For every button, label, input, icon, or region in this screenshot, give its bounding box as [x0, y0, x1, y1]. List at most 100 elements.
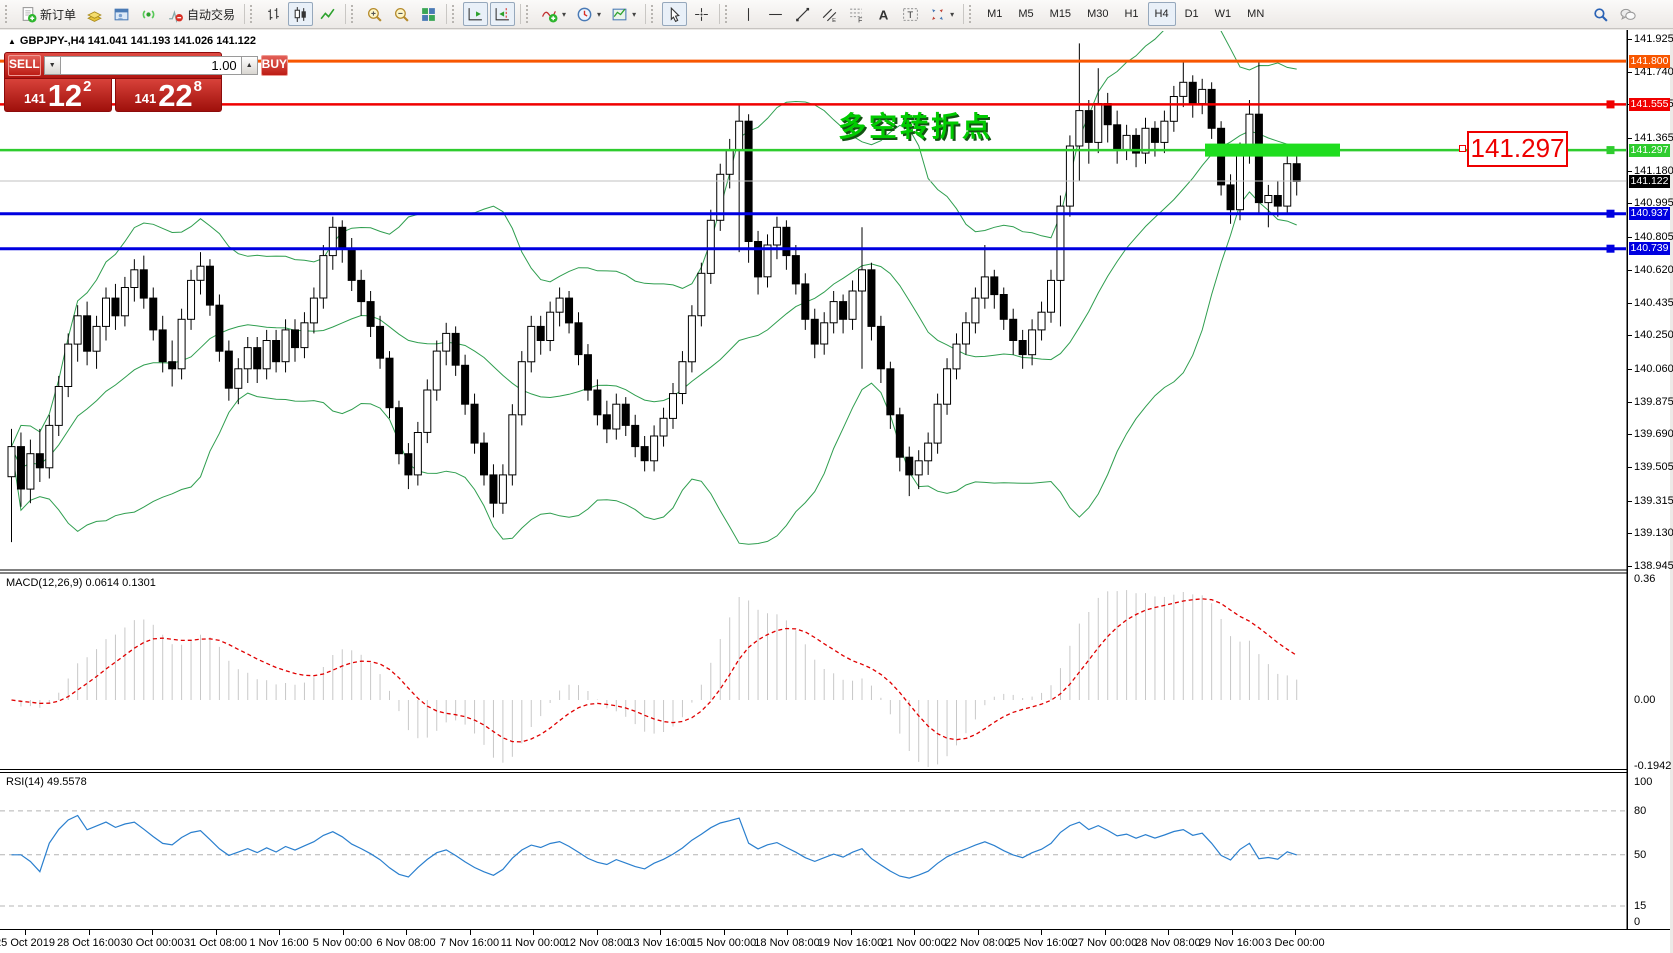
tile-windows-button[interactable] [416, 2, 441, 26]
candle-bear [1084, 110, 1093, 143]
zoom-in-button[interactable] [362, 2, 387, 26]
candle-bear [876, 325, 885, 370]
chart-text-annotation[interactable]: 多空转折点 [838, 111, 994, 142]
time-tick-mark [596, 930, 598, 935]
volume-input[interactable] [60, 56, 241, 75]
candle-bear [16, 446, 25, 490]
tf-h1-button[interactable]: H1 [1117, 2, 1145, 26]
tf-d1-button[interactable]: D1 [1178, 2, 1206, 26]
candle-bull [1028, 329, 1037, 356]
level-line-handle[interactable] [1606, 244, 1615, 253]
indicators-button[interactable]: ▾ [537, 2, 570, 26]
price-tick-mark [1628, 434, 1632, 435]
level-line-handle[interactable] [1606, 209, 1615, 218]
candle-bull [1179, 81, 1188, 97]
candle-bear [1150, 127, 1159, 143]
toolbar-separator [345, 4, 347, 24]
candle-bear [1226, 184, 1235, 211]
search-button[interactable] [1588, 2, 1613, 26]
vertical-line-button[interactable] [736, 2, 761, 26]
trendline-button[interactable] [790, 2, 815, 26]
buy-price-prefix: 141 [134, 91, 157, 106]
chart-profiles-button[interactable] [82, 2, 107, 26]
buy-price[interactable]: 141 22 8 [114, 78, 222, 112]
templates-button[interactable]: ▾ [607, 2, 640, 26]
candle-bull [1169, 96, 1178, 122]
price-callout-label[interactable]: 141.297 [1459, 131, 1568, 167]
horizontal-line-button[interactable] [763, 2, 788, 26]
time-tick-label: 28 Oct 16:00 [57, 937, 120, 949]
signals-button[interactable] [136, 2, 161, 26]
candle-bear [404, 453, 413, 476]
tf-h1-button-label: H1 [1124, 8, 1139, 20]
chat-button[interactable] [1615, 2, 1640, 26]
bar-chart-button[interactable] [261, 2, 286, 26]
candle-bull [234, 368, 243, 389]
tf-d1-button-label: D1 [1184, 8, 1199, 20]
tf-m1-button[interactable]: M1 [980, 2, 1009, 26]
market-watch-icon [113, 6, 130, 23]
candle-bull [848, 290, 857, 320]
price-tick-mark [1628, 335, 1632, 336]
candle-bull [687, 315, 696, 363]
svg-text:A: A [879, 7, 889, 22]
candle-bull [924, 442, 933, 462]
support-zone-highlight[interactable] [1205, 143, 1340, 157]
candle-bear [867, 269, 876, 327]
tf-m5-button[interactable]: M5 [1011, 2, 1040, 26]
autotrading-button[interactable]: 自动交易 [163, 2, 239, 26]
candle-bull [1264, 195, 1273, 204]
volume-increase-button[interactable]: ▲ [240, 56, 258, 75]
tf-m30-button[interactable]: M30 [1080, 2, 1115, 26]
arrows-button[interactable]: ▾ [925, 2, 958, 26]
price-tick-mark [1628, 369, 1632, 370]
sell-price[interactable]: 141 12 2 [4, 78, 112, 112]
cursor-button[interactable] [662, 2, 688, 26]
candle-bear [139, 269, 148, 299]
periods-button[interactable]: ▾ [572, 2, 605, 26]
svg-text:E: E [832, 17, 836, 22]
market-watch-button[interactable] [109, 2, 134, 26]
toolbar-grip [5, 5, 11, 23]
chart-shift-button[interactable] [490, 2, 516, 26]
buy-button[interactable]: BUY [260, 55, 289, 76]
candle-bear [1103, 103, 1112, 126]
candlestick-chart-button[interactable] [288, 2, 314, 26]
text-button[interactable]: A [871, 2, 896, 26]
toolbar-grip [725, 5, 731, 23]
price-tick-label: 140.060 [1634, 363, 1673, 375]
tf-m15-button[interactable]: M15 [1043, 2, 1078, 26]
level-line-handle[interactable] [1606, 100, 1615, 109]
candle-bear [1292, 163, 1301, 182]
tf-h4-button[interactable]: H4 [1147, 2, 1176, 26]
equidistant-channel-button[interactable]: E [817, 2, 842, 26]
candle-bull [1122, 134, 1131, 150]
text-label-button[interactable]: T [898, 2, 923, 26]
rsi-scale-label: 100 [1634, 776, 1653, 788]
crosshair-button[interactable] [689, 2, 714, 26]
tf-mn-button[interactable]: MN [1240, 2, 1271, 26]
volume-decrease-button[interactable]: ▼ [43, 56, 61, 75]
price-axis[interactable]: 141.925 141.740 141.555 141.365 141.180 140.9… [1627, 30, 1673, 929]
candle-bear [149, 297, 158, 331]
toolbar-separator [446, 4, 448, 24]
zoom-out-button[interactable] [389, 2, 414, 26]
price-tick-label: 140.995 [1634, 197, 1673, 209]
line-chart-button[interactable] [315, 2, 340, 26]
auto-scroll-button[interactable] [463, 2, 489, 26]
chevron-down-icon: ▾ [632, 9, 637, 19]
candle-bull [498, 474, 507, 504]
time-axis[interactable]: 25 Oct 2019 28 Oct 16:00 30 Oct 00:00 31 Oc… [0, 929, 1670, 953]
fibonacci-button[interactable]: F [844, 2, 869, 26]
tf-w1-button-label: W1 [1214, 8, 1232, 20]
signals-icon [140, 6, 157, 23]
sell-button[interactable]: SELL [8, 55, 41, 76]
candle-bull [820, 322, 829, 345]
candle-bear [565, 297, 574, 324]
tf-w1-button[interactable]: W1 [1208, 2, 1239, 26]
level-line-handle[interactable] [1606, 146, 1615, 155]
time-tick-label: 18 Nov 08:00 [754, 937, 820, 949]
candle-bear [583, 354, 592, 391]
new-order-button[interactable]: 新订单 [16, 2, 80, 26]
symbol-info-bar[interactable]: ▲ GBPJPY-,H4 141.041 141.193 141.026 141.… [8, 35, 256, 47]
